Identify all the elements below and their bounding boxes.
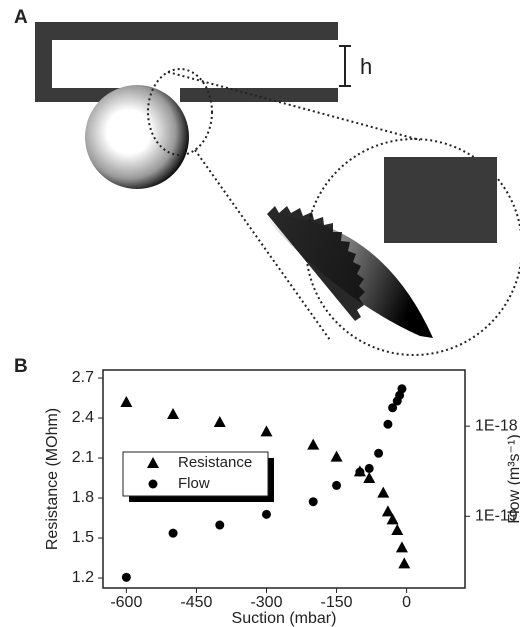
circle-marker xyxy=(355,467,365,477)
triangle-marker xyxy=(120,396,133,407)
x-axis-label: Suction (mbar) xyxy=(232,610,337,627)
triangle-marker xyxy=(386,513,399,525)
y-tick-label: 2.7 xyxy=(72,369,94,386)
triangle-marker xyxy=(398,557,411,569)
triangle-marker xyxy=(363,472,376,483)
triangle-marker xyxy=(260,425,273,437)
y-tick-label: 1.2 xyxy=(72,569,94,586)
circle-marker xyxy=(374,448,384,458)
circle-marker xyxy=(121,572,131,582)
circle-marker xyxy=(261,509,271,519)
y-tick-label: 2.4 xyxy=(72,409,94,426)
circle-marker xyxy=(168,528,178,538)
legend-label: Resistance xyxy=(178,454,252,471)
triangle-marker xyxy=(167,408,180,419)
y-tick-label: 1.8 xyxy=(72,489,94,506)
cell xyxy=(85,85,189,189)
triangle-marker xyxy=(381,505,394,517)
circle-marker xyxy=(397,384,407,394)
panel-label: A xyxy=(14,7,28,28)
x-tick-label: 0 xyxy=(402,594,411,611)
circle-marker xyxy=(383,419,393,429)
triangle-marker xyxy=(307,438,320,450)
triangle-marker xyxy=(377,486,390,498)
y2-tick-label: 1E-18 xyxy=(475,417,518,434)
panel-label: B xyxy=(14,356,28,377)
circle-marker xyxy=(364,463,374,473)
x-tick-label: -450 xyxy=(180,594,212,611)
x-tick-label: -150 xyxy=(321,594,353,611)
y2-axis-label: Flow (m³s⁻¹) xyxy=(506,434,520,523)
membrane-edge xyxy=(267,206,365,321)
circle-marker xyxy=(308,497,318,507)
height-bracket xyxy=(339,45,351,87)
pipette-wall xyxy=(384,157,497,243)
circle-marker xyxy=(332,480,342,490)
zoom-outline xyxy=(147,68,520,356)
legend-marker xyxy=(147,457,159,468)
x-tick-label: -300 xyxy=(250,594,282,611)
y-tick-label: 1.5 xyxy=(72,529,94,546)
y-axis-label: Resistance (MOhm) xyxy=(44,408,61,550)
circle-marker xyxy=(215,520,225,530)
triangle-marker xyxy=(391,524,404,535)
legend-label: Flow xyxy=(178,475,210,492)
channel xyxy=(35,22,338,102)
y2-tick-label: 1E-19 xyxy=(475,507,518,524)
height-label: h xyxy=(360,54,372,79)
legend-marker xyxy=(148,479,158,489)
y-tick-label: 2.1 xyxy=(72,449,94,466)
chart: -600 -450 -300 -150 0 1.2 1.5 1.8 2.1 2.4 2.7 1E-19… xyxy=(44,369,520,627)
triangle-marker xyxy=(395,541,408,553)
legend xyxy=(122,451,269,497)
x-tick-label: -600 xyxy=(110,594,142,611)
triangle-marker xyxy=(213,416,226,427)
plot-frame xyxy=(102,369,466,589)
circle-marker xyxy=(388,403,398,413)
triangle-marker xyxy=(330,450,343,462)
